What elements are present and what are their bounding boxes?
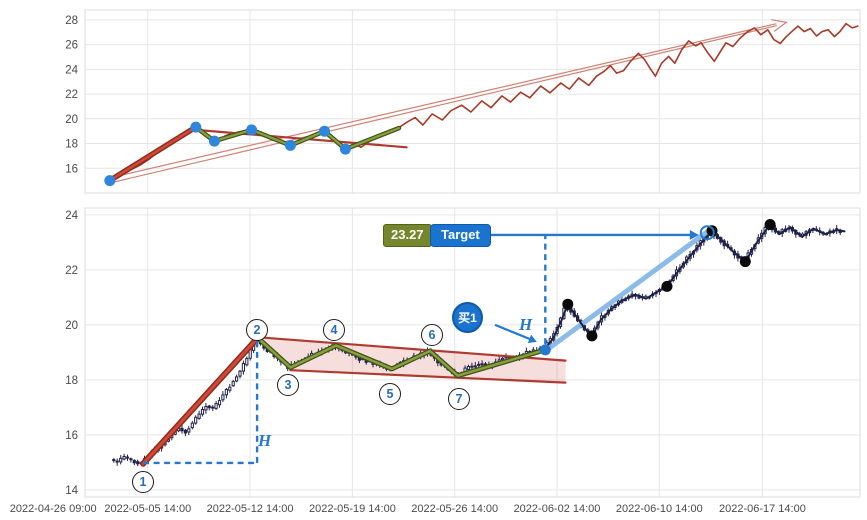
y-tick-label: 22 bbox=[65, 89, 78, 101]
axis-labels: 16 18 20 22 24 26 28 bbox=[65, 15, 78, 175]
x-tick-label: 2022-05-19 14:00 bbox=[309, 503, 396, 515]
height-label-target: H bbox=[519, 315, 533, 334]
y-tick-label: 24 bbox=[65, 210, 78, 222]
marker-dots bbox=[539, 219, 776, 356]
y-tick-label: 16 bbox=[65, 430, 78, 442]
x-tick-label: 2022-06-17 14:00 bbox=[719, 503, 806, 515]
y-tick-label: 18 bbox=[65, 375, 78, 387]
x-tick-label: 2022-05-26 14:00 bbox=[411, 503, 498, 515]
height-label-flagpole: H bbox=[258, 431, 272, 450]
pivot-number-circle: 2 bbox=[246, 319, 268, 341]
pivot-number-circle: 6 bbox=[421, 324, 443, 346]
breakout-trendline bbox=[542, 227, 713, 354]
pivot-number-circle: 1 bbox=[132, 471, 154, 493]
x-tick-label: 2022-06-10 14:00 bbox=[616, 503, 703, 515]
x-tick-label: 2022-04-26 09:00 bbox=[10, 503, 97, 515]
candles-layer bbox=[112, 221, 842, 467]
target-arrow bbox=[490, 230, 699, 240]
x-tick-label: 2022-06-02 14:00 bbox=[514, 503, 601, 515]
measure-lines bbox=[143, 234, 547, 465]
buy-pointer-arrow bbox=[494, 323, 537, 343]
y-tick-label: 24 bbox=[65, 64, 78, 76]
x-tick-label: 2022-05-12 14:00 bbox=[207, 503, 294, 515]
pivot-number-circle: 5 bbox=[379, 383, 401, 405]
y-tick-label: 22 bbox=[65, 265, 78, 277]
y-tick-label: 26 bbox=[65, 40, 78, 52]
buy-signal-badge: 买1 bbox=[452, 302, 483, 333]
overview-chart-canvas[interactable]: 16 18 20 22 24 26 28 bbox=[0, 0, 867, 200]
x-tick-label: 2022-05-05 14:00 bbox=[104, 503, 191, 515]
projection-arrow bbox=[110, 19, 788, 184]
pivot-number-circle: 7 bbox=[448, 388, 470, 410]
y-tick-label: 28 bbox=[65, 15, 78, 27]
breakout-dot bbox=[539, 344, 551, 356]
y-tick-label: 16 bbox=[65, 163, 78, 175]
target-price-label: 23.27 bbox=[383, 224, 432, 247]
y-tick-label: 20 bbox=[65, 320, 78, 332]
flagpole-line bbox=[107, 124, 199, 184]
target-ring bbox=[699, 225, 715, 241]
target-label: Target bbox=[430, 224, 491, 247]
pivot-number-circle: 3 bbox=[277, 374, 299, 396]
flag-zigzag bbox=[254, 334, 548, 379]
grid-layer bbox=[84, 9, 861, 194]
price-overlay-line bbox=[544, 223, 846, 350]
y-tick-label: 18 bbox=[65, 139, 78, 151]
flagpole-line bbox=[140, 335, 261, 467]
y-tick-label: 20 bbox=[65, 114, 78, 126]
y-tick-label: 14 bbox=[65, 485, 78, 497]
pivot-number-circle: 4 bbox=[323, 319, 345, 341]
pivot-dots bbox=[104, 121, 351, 187]
